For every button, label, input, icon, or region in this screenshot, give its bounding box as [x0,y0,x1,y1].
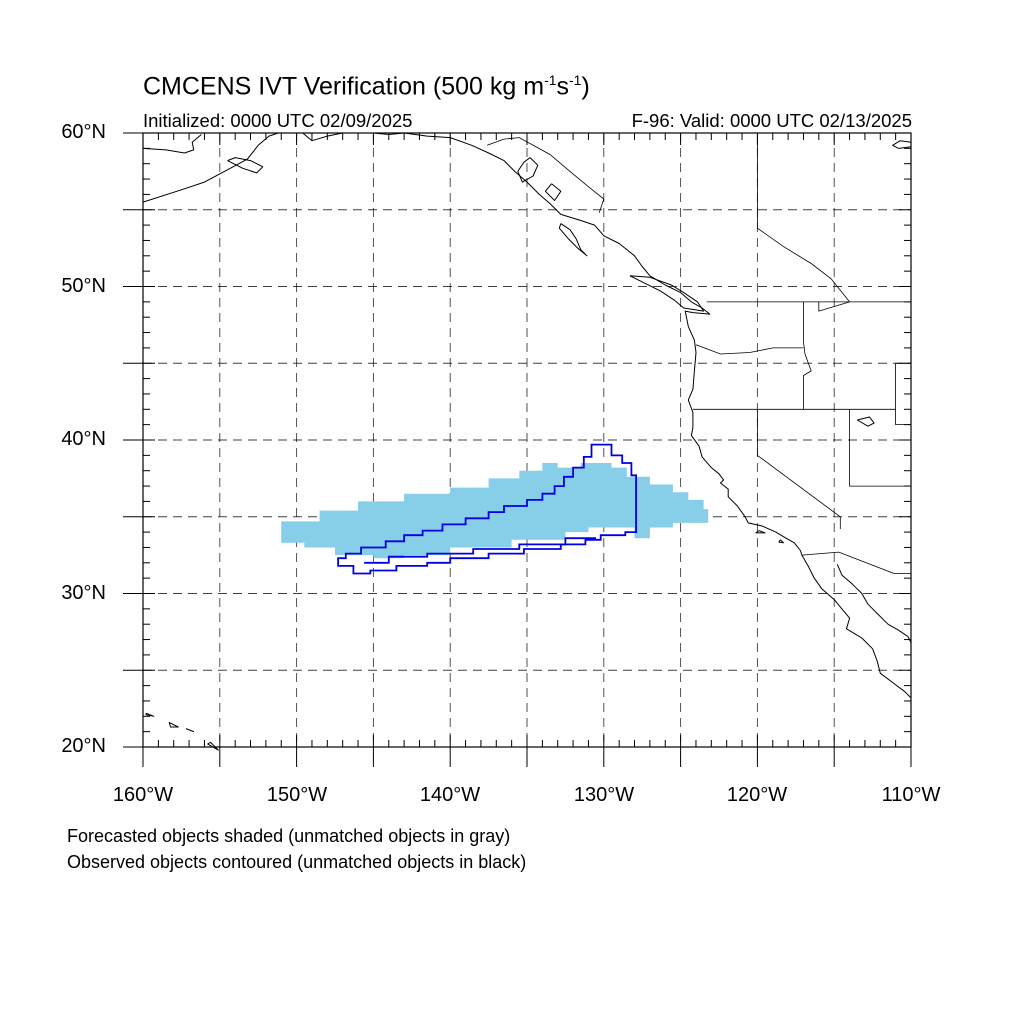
coastline [142,132,279,203]
title-exponent-1: -1 [544,72,557,88]
border-line [695,344,804,355]
coastline [755,530,766,534]
coastline [302,132,912,699]
lat-label-40n: 40°N [61,428,106,450]
lon-label-150w: 150°W [266,784,328,806]
coastline [629,275,705,312]
lon-label-140w: 140°W [419,784,481,806]
border-line [803,301,812,410]
forecast-object-shaded [281,463,709,559]
border-line [818,301,850,312]
lat-label-50n: 50°N [61,275,106,297]
coastline [836,564,912,643]
coastline [856,416,875,427]
forecast-objects [281,463,709,559]
border-line [757,409,841,529]
coastline [142,134,202,154]
coastline [185,728,195,733]
lat-label-20n: 20°N [61,735,106,757]
title-text: CMCENS IVT Verification (500 kg m [143,72,545,101]
coastline [517,157,539,183]
border-line [757,133,850,303]
lat-label-60n: 60°N [61,121,106,143]
title-close: ) [581,72,590,101]
caption-forecast: Forecasted objects shaded (unmatched obj… [67,826,511,846]
lon-label-130w: 130°W [573,784,635,806]
lon-label-160w: 160°W [112,784,174,806]
coastline [145,712,155,717]
map-frame [142,132,912,748]
coastline [207,741,219,751]
observed-object-contour [337,443,637,575]
title-exponent-2: -1 [569,72,582,88]
map-title: CMCENS IVT Verification (500 kg m-1s-1) [143,72,590,101]
coastline [544,183,562,201]
political-borders [434,133,911,574]
axis-ticks [123,132,912,767]
valid-time-label: F-96: Valid: 0000 UTC 02/13/2025 [631,110,912,131]
lon-label-110w: 110°W [881,784,941,806]
graticule [143,133,911,747]
border-line [801,551,911,574]
coastlines [142,132,912,751]
coastline [168,721,179,728]
observed-objects [337,443,637,575]
caption-observed: Observed objects contoured (unmatched ob… [67,852,527,872]
coastline [778,539,784,544]
lon-label-120w: 120°W [726,784,788,806]
lat-label-30n: 30°N [61,582,106,604]
border-line [486,137,605,213]
coastline [892,140,912,149]
title-unit: s [556,72,570,101]
border-line [849,409,911,487]
coastline [558,223,588,257]
observed-object-inner-edge [364,537,597,564]
initialized-label: Initialized: 0000 UTC 02/09/2025 [143,110,413,131]
coastline [227,157,264,174]
